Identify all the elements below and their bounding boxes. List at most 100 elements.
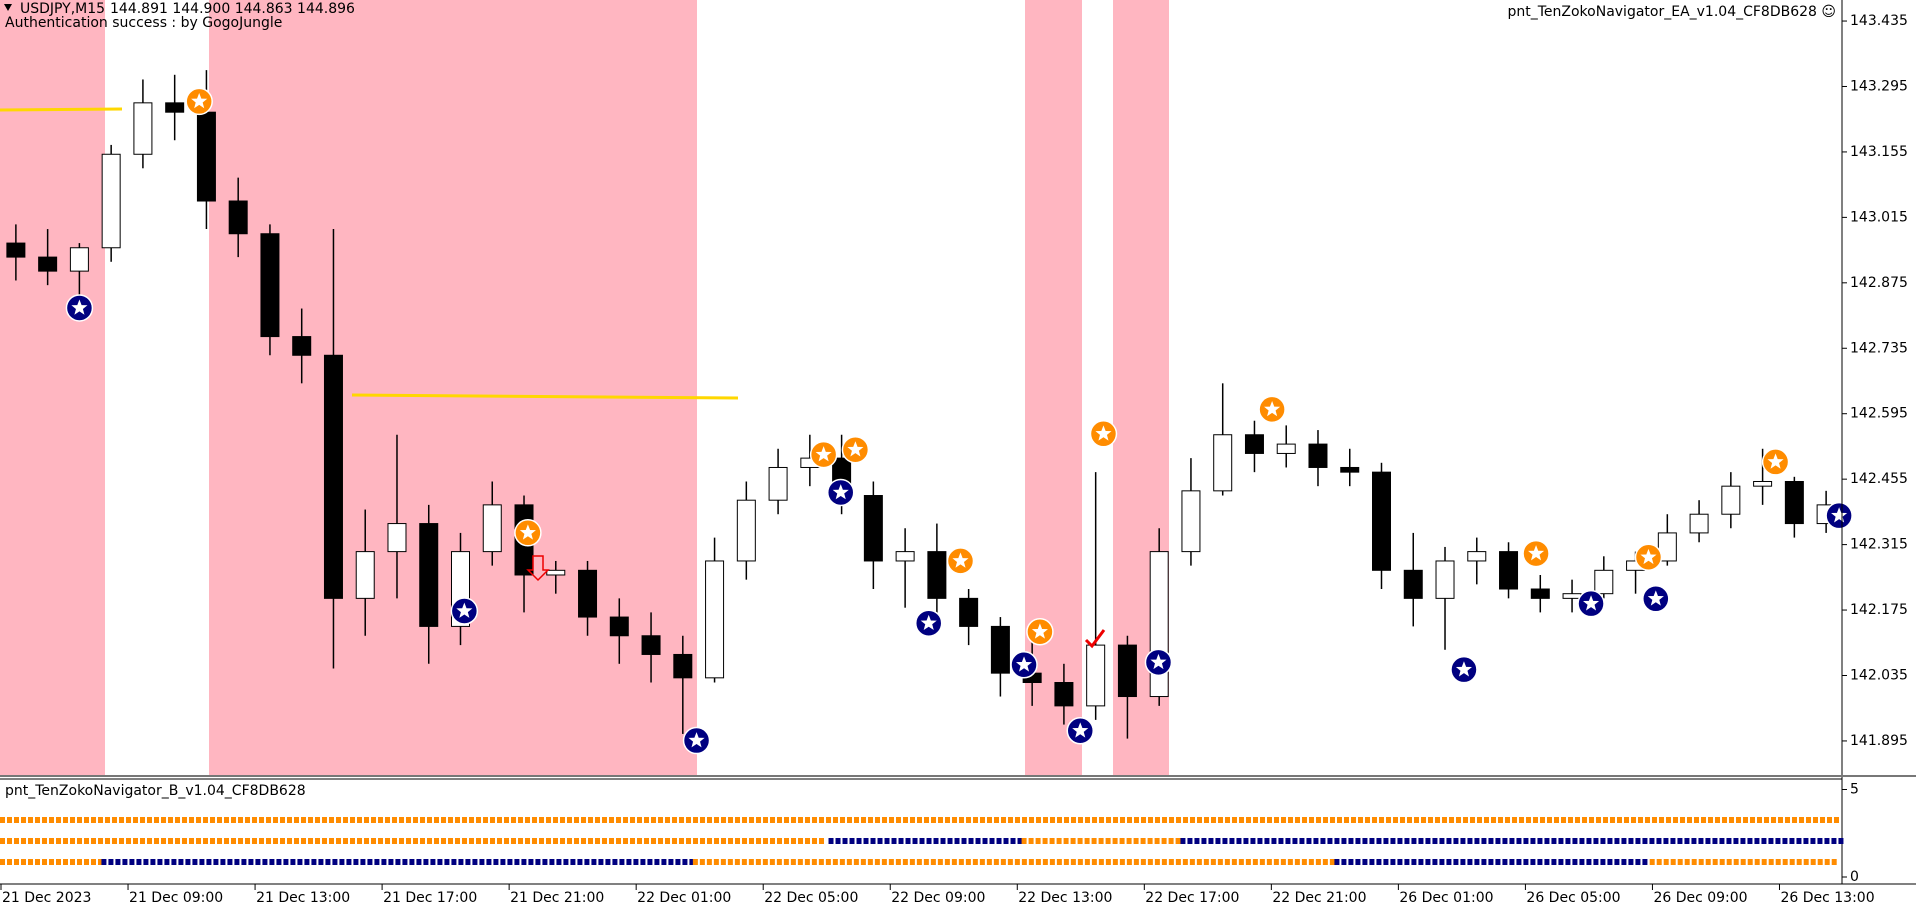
indicator-dash [1091, 838, 1097, 844]
indicator-dash [1239, 817, 1244, 823]
indicator-dash [1502, 838, 1508, 844]
y-tick-label: 141.895 [1850, 733, 1908, 749]
indicator-dash [241, 859, 247, 865]
indicator-dash [1112, 859, 1118, 865]
indicator-dash [612, 859, 618, 865]
indicator-dash [70, 817, 75, 823]
x-tick-label: 22 Dec 17:00 [1145, 890, 1239, 906]
candle-body [1594, 569, 1614, 595]
indicator-dash [1253, 817, 1258, 823]
indicator-dash [525, 838, 530, 844]
indicator-dash [937, 859, 943, 865]
candle-body [165, 102, 185, 113]
indicator-dash [868, 817, 873, 823]
indicator-dash [483, 817, 488, 823]
indicator-dash [518, 838, 523, 844]
indicator-dash [423, 859, 429, 865]
indicator-dash [567, 817, 572, 823]
indicator-dash [115, 859, 121, 865]
indicator-dash [797, 859, 803, 865]
indicator-dash [1168, 859, 1174, 865]
indicator-dash [1148, 817, 1153, 823]
indicator-dash [1582, 817, 1587, 823]
indicator-dash [961, 838, 967, 844]
indicator-dash [1341, 838, 1347, 844]
indicator-dash [839, 859, 845, 865]
indicator-dash [619, 859, 625, 865]
indicator-dash [7, 859, 12, 865]
indicator-dash [161, 838, 166, 844]
indicator-dash [1316, 817, 1321, 823]
candle-body [578, 569, 598, 618]
indicator-dash [623, 817, 628, 823]
indicator-dash [1196, 859, 1202, 865]
indicator-dash [1768, 859, 1774, 865]
indicator-dash [1295, 817, 1300, 823]
indicator-dash [234, 859, 240, 865]
candle-body [1403, 569, 1423, 599]
candle-body [1181, 490, 1201, 553]
indicator-dash [581, 838, 586, 844]
indicator-dash [1516, 838, 1522, 844]
collapse-icon [4, 4, 12, 11]
y-tick-label: 143.015 [1850, 209, 1908, 225]
indicator-dash [273, 817, 278, 823]
indicator-dash [1113, 817, 1118, 823]
indicator-dash [1586, 859, 1592, 865]
indicator-dash [311, 859, 317, 865]
indicator-dash [1701, 817, 1706, 823]
indicator-dash [539, 817, 544, 823]
indicator-dash [973, 817, 978, 823]
y-tick-label: 143.295 [1850, 78, 1908, 94]
indicator-dash [1726, 838, 1732, 844]
indicator-dash [798, 838, 803, 844]
indicator-dash [679, 838, 684, 844]
indicator-dash [1785, 817, 1790, 823]
indicator-dash [297, 859, 303, 865]
indicator-dash [63, 859, 68, 865]
indicator-dash [294, 817, 299, 823]
candle-body [1562, 593, 1582, 599]
indicator-dash [791, 838, 796, 844]
indicator-dash [1432, 859, 1438, 865]
indicator-dash [926, 838, 932, 844]
indicator-dash [994, 817, 999, 823]
candle-body [1499, 551, 1519, 590]
x-tick-label: 26 Dec 13:00 [1780, 890, 1874, 906]
indicator-dash [1806, 817, 1811, 823]
indicator-dash [923, 859, 929, 865]
indicator-dash [1292, 838, 1298, 844]
indicator-dash [1070, 838, 1076, 844]
indicator-dash [1764, 817, 1769, 823]
indicator-dash [346, 859, 352, 865]
indicator-dash [1154, 838, 1160, 844]
indicator-dash [665, 838, 670, 844]
indicator-dash [1376, 838, 1382, 844]
indicator-dash [1393, 817, 1398, 823]
indicator-dash [437, 859, 443, 865]
indicator-dash [469, 838, 474, 844]
indicator-dash [706, 859, 712, 865]
indicator-dash [1761, 838, 1767, 844]
indicator-dash [637, 838, 642, 844]
indicator-dash [609, 838, 614, 844]
indicator-dash [1659, 817, 1664, 823]
indicator-dash [1446, 838, 1452, 844]
indicator-dash [1607, 859, 1613, 865]
indicator-dash [1439, 859, 1445, 865]
indicator-dash [1042, 838, 1048, 844]
indicator-dash [238, 817, 243, 823]
indicator-dash [556, 859, 562, 865]
indicator-dash [598, 859, 604, 865]
indicator-dash [332, 859, 338, 865]
indicator-dash [1621, 838, 1627, 844]
indicator-dash [273, 838, 278, 844]
indicator-dash [427, 817, 432, 823]
indicator-dash [1376, 859, 1382, 865]
indicator-dash [1519, 817, 1524, 823]
indicator-dash [1467, 838, 1473, 844]
indicator-dash [1789, 838, 1795, 844]
indicator-dash [1523, 838, 1529, 844]
indicator-dash [1607, 838, 1613, 844]
indicator-dash [1428, 817, 1433, 823]
